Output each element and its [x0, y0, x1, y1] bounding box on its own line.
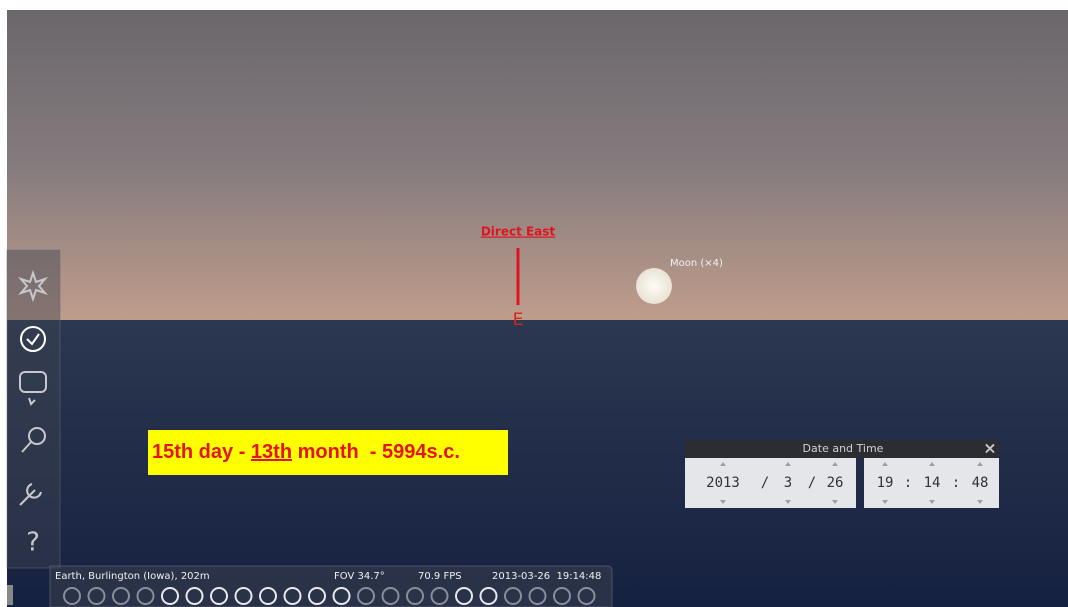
cardinal-label: E [513, 310, 524, 330]
sky-view: Direct East E Moon (×4) ? 15th day - 13t… [0, 0, 1068, 607]
separator: : [904, 475, 912, 491]
panel-handle [7, 585, 13, 605]
annotation-part: month - 5994s.c. [292, 441, 460, 463]
direction-label: Direct East [481, 225, 556, 239]
day-field[interactable]: 26 [827, 475, 844, 491]
annotation-text: 15th day - 13th month - 5994s.c. [152, 441, 460, 463]
sidebar: ? [7, 250, 60, 568]
status-date-time: 2013-03-26 19:14:48 [492, 571, 601, 582]
sky [7, 10, 1068, 320]
date-time-dialog: Date and Time × 2013 / 3 / 26 19 : 14 : … [685, 439, 999, 509]
location: Earth, Burlington (Iowa), 202m [55, 571, 210, 582]
year-field[interactable]: 2013 [706, 475, 740, 491]
second-field[interactable]: 48 [972, 475, 989, 491]
fps: 70.9 FPS [418, 571, 462, 582]
separator: / [808, 475, 816, 491]
moon[interactable] [636, 268, 672, 304]
close-button[interactable]: × [983, 439, 996, 458]
separator: / [761, 475, 769, 491]
help-icon[interactable]: ? [26, 528, 40, 558]
hour-field[interactable]: 19 [877, 475, 894, 491]
status-bar: Earth, Burlington (Iowa), 202m FOV 34.7°… [50, 566, 612, 607]
separator: : [952, 475, 960, 491]
page: {"view":{"direction_label":"Direct East"… [0, 0, 1068, 607]
month-field[interactable]: 3 [784, 475, 792, 491]
fov: FOV 34.7° [334, 571, 385, 582]
annotation-part: 13th [251, 441, 292, 463]
annotation-part: 15th day - [152, 441, 251, 463]
minute-field[interactable]: 14 [924, 475, 941, 491]
dialog-title: Date and Time [803, 442, 884, 455]
moon-label: Moon (×4) [670, 258, 723, 269]
